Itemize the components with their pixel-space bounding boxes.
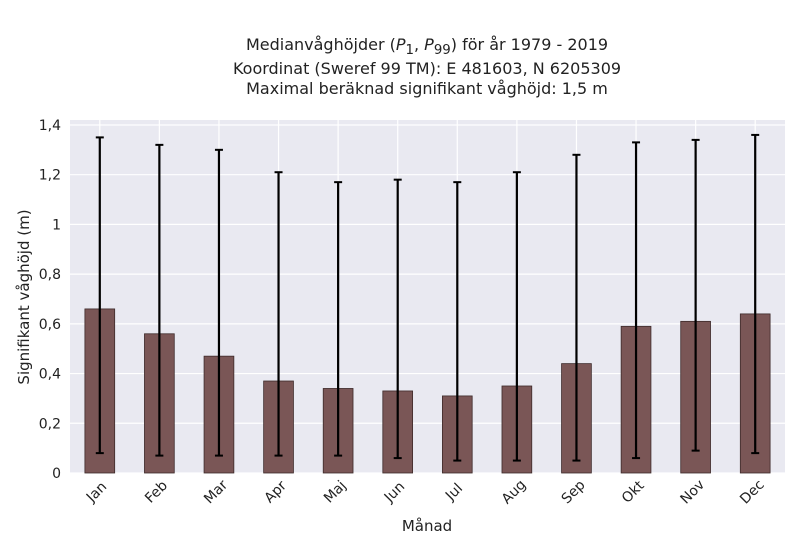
x-tick-label: Feb bbox=[142, 478, 171, 507]
chart-title-line-3: Maximal beräknad signifikant våghöjd: 1,… bbox=[246, 79, 608, 98]
x-tick-layer: Jan Feb Mar Apr Maj Jun Jul Aug Sep Okt Nov Dec bbox=[83, 477, 768, 508]
x-tick-label: Maj bbox=[321, 478, 350, 507]
y-tick-layer: 0 0,2 0,4 0,6 0,8 1 1,2 1,4 bbox=[39, 118, 61, 482]
y-tick-label: 1,4 bbox=[39, 118, 61, 134]
x-tick-label: Jun bbox=[381, 479, 408, 506]
chart-title-line-2: Koordinat (Sweref 99 TM): E 481603, N 62… bbox=[232, 59, 622, 78]
y-tick-label: 0,6 bbox=[39, 317, 61, 333]
x-axis-label: Månad bbox=[402, 517, 452, 535]
y-tick-label: 0,4 bbox=[39, 367, 61, 383]
chart-title-line-1: Medianvåghöjder (P1, P99) för år 1979 - … bbox=[245, 35, 609, 59]
x-tick-label: Sep bbox=[559, 477, 589, 507]
y-tick-label: 0 bbox=[52, 466, 61, 482]
plot-background bbox=[70, 120, 785, 473]
x-tick-label: Apr bbox=[261, 478, 290, 507]
x-tick-label: Mar bbox=[201, 477, 231, 507]
x-tick-label: Jul bbox=[442, 481, 466, 505]
y-tick-label: 0,2 bbox=[39, 416, 61, 432]
y-tick-label: 1 bbox=[52, 217, 61, 233]
y-axis-label: Signifikant våghöjd (m) bbox=[15, 209, 33, 384]
y-tick-label: 1,2 bbox=[39, 168, 61, 184]
x-tick-label: Nov bbox=[677, 477, 708, 508]
y-tick-label: 0,8 bbox=[39, 267, 61, 283]
x-tick-label: Jan bbox=[83, 479, 110, 506]
x-tick-label: Dec bbox=[737, 477, 767, 507]
error-bar-layer bbox=[95, 133, 760, 462]
x-tick-label: Aug bbox=[499, 477, 530, 508]
x-tick-label: Okt bbox=[619, 477, 648, 506]
